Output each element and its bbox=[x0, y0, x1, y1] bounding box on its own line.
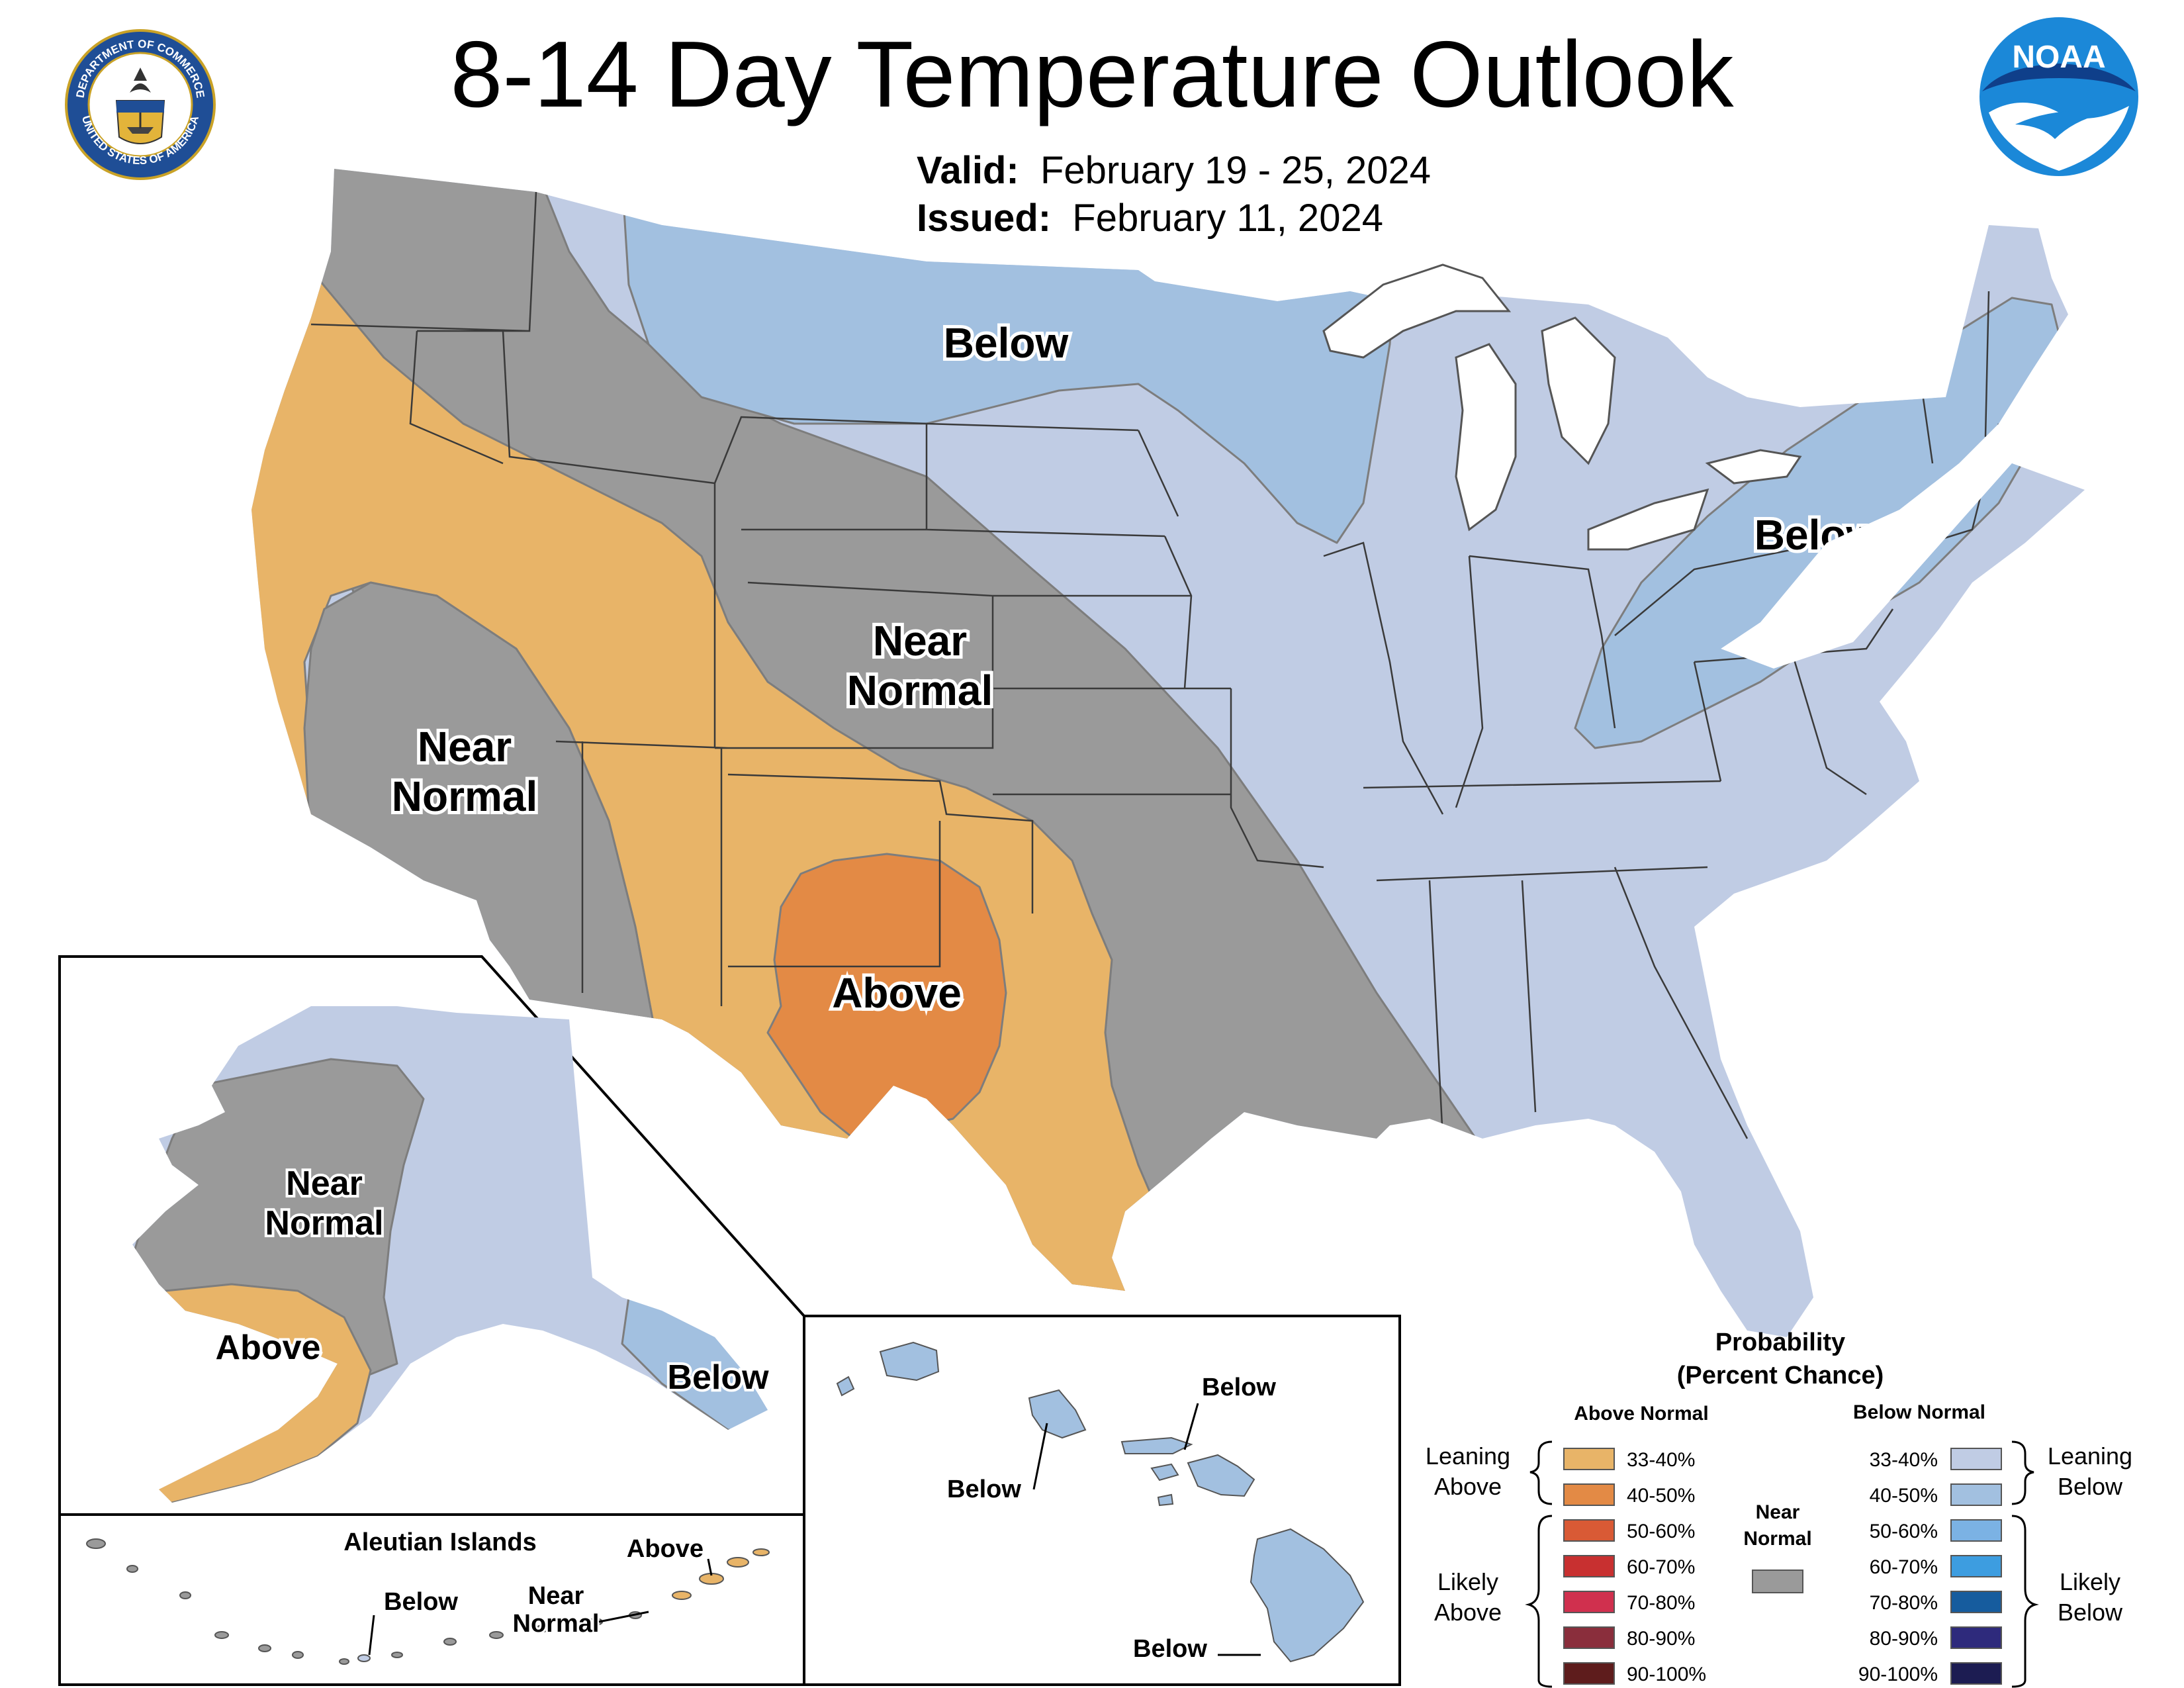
legend-range-above-0: 33-40% bbox=[1627, 1449, 1695, 1471]
legend-swatch-above-0 bbox=[1563, 1448, 1615, 1470]
hawaii-label-below-s: Below bbox=[1133, 1635, 1207, 1663]
conus-label-below-north: Below bbox=[944, 319, 1069, 367]
legend-swatch-above-1 bbox=[1563, 1483, 1615, 1506]
legend-braces bbox=[1525, 1440, 2039, 1688]
legend-range-below-1: 40-50% bbox=[1870, 1485, 1938, 1507]
legend-range-above-5: 80-90% bbox=[1627, 1628, 1695, 1650]
legend-title-line1: Probability bbox=[1715, 1329, 1845, 1356]
hawaii-label-below-w: Below bbox=[947, 1476, 1021, 1503]
hawaii-inset: Below Below Below bbox=[803, 1315, 1401, 1686]
legend-range-below-5: 80-90% bbox=[1870, 1628, 1938, 1650]
legend-swatch-above-4 bbox=[1563, 1591, 1615, 1613]
legend-swatch-near-normal bbox=[1752, 1570, 1803, 1593]
legend-likely-above-1: Likely bbox=[1437, 1568, 1498, 1595]
legend-range-below-3: 60-70% bbox=[1870, 1556, 1938, 1578]
conus-label-below-northeast: Below bbox=[1754, 511, 1880, 559]
legend-likely-above-2: Above bbox=[1434, 1599, 1502, 1626]
conus-label-above: Above bbox=[832, 969, 962, 1017]
legend-range-below-2: 50-60% bbox=[1870, 1521, 1938, 1542]
legend-leaning-above-2: Above bbox=[1434, 1473, 1502, 1500]
legend-swatch-below-4 bbox=[1950, 1591, 2002, 1613]
legend-swatch-below-5 bbox=[1950, 1626, 2002, 1649]
legend-swatch-below-3 bbox=[1950, 1555, 2002, 1577]
legend-swatch-below-1 bbox=[1950, 1483, 2002, 1506]
legend-rows: 33-40% 33-40% 40-50% 40-50% 50-60% 50-60% 60-7… bbox=[1563, 1448, 2002, 1685]
legend-leaning-below-1: Leaning bbox=[2048, 1442, 2132, 1470]
alaska-label-near-normal-2: Normal bbox=[265, 1204, 383, 1243]
alaska-above-zone bbox=[132, 1283, 372, 1503]
great-lakes bbox=[1322, 263, 1802, 551]
conus-label-near-normal-west-1: Near bbox=[418, 723, 512, 771]
legend-likely-below-2: Below bbox=[2058, 1599, 2123, 1626]
issued-value: February 11, 2024 bbox=[1072, 197, 1383, 240]
legend-range-below-4: 70-80% bbox=[1870, 1592, 1938, 1614]
legend-range-below-6: 90-100% bbox=[1858, 1664, 1938, 1685]
valid-value: February 19 - 25, 2024 bbox=[1040, 149, 1431, 192]
legend-swatch-above-2 bbox=[1563, 1519, 1615, 1542]
legend-swatch-below-6 bbox=[1950, 1662, 2002, 1685]
legend-swatch-above-3 bbox=[1563, 1555, 1615, 1577]
aleutian-label-below: Below bbox=[384, 1588, 458, 1616]
svg-text:NOAA: NOAA bbox=[2012, 40, 2105, 75]
legend-title-line2: (Percent Chance) bbox=[1677, 1362, 1884, 1389]
legend-above-header: Above Normal bbox=[1574, 1403, 1708, 1425]
valid-issued-block: Valid: February 19 - 25, 2024 Issued: Fe… bbox=[917, 147, 1431, 242]
legend-range-above-6: 90-100% bbox=[1627, 1664, 1706, 1685]
alaska-label-near-normal-1: Near bbox=[286, 1164, 363, 1203]
legend-leaning-above-1: Leaning bbox=[1426, 1442, 1510, 1470]
conus-label-near-normal-central-1: Near bbox=[873, 617, 967, 665]
issued-label: Issued: bbox=[917, 197, 1052, 240]
aleutian-title: Aleutian Islands bbox=[343, 1528, 536, 1556]
conus-label-near-normal-west-2: Normal bbox=[392, 773, 538, 820]
legend: Probability (Percent Chance) Above Norma… bbox=[1426, 1329, 2132, 1688]
aleutian-label-near-normal-2: Normal bbox=[513, 1610, 600, 1638]
legend-near-normal-line2: Normal bbox=[1743, 1528, 1811, 1550]
legend-likely-below-1: Likely bbox=[2060, 1568, 2120, 1595]
alaska-label-below: Below bbox=[667, 1358, 769, 1397]
legend-range-above-2: 50-60% bbox=[1627, 1521, 1695, 1542]
noaa-logo: NOAA bbox=[1979, 17, 2138, 176]
legend-leaning-below-2: Below bbox=[2058, 1473, 2123, 1500]
legend-swatch-above-6 bbox=[1563, 1662, 1615, 1685]
legend-swatch-below-0 bbox=[1950, 1448, 2002, 1470]
legend-below-header: Below Normal bbox=[1853, 1401, 1985, 1423]
legend-range-above-3: 60-70% bbox=[1627, 1556, 1695, 1578]
hawaii-label-below-ne: Below bbox=[1202, 1374, 1276, 1401]
aleutian-label-near-normal-1: Near bbox=[528, 1582, 584, 1610]
page-title: 8-14 Day Temperature Outlook bbox=[450, 22, 1734, 127]
legend-swatch-below-2 bbox=[1950, 1519, 2002, 1542]
legend-range-above-1: 40-50% bbox=[1627, 1485, 1695, 1507]
legend-near-normal-line1: Near bbox=[1756, 1501, 1800, 1523]
legend-range-below-0: 33-40% bbox=[1870, 1449, 1938, 1471]
alaska-label-above: Above bbox=[216, 1329, 321, 1367]
legend-range-above-4: 70-80% bbox=[1627, 1592, 1695, 1614]
legend-swatch-above-5 bbox=[1563, 1626, 1615, 1649]
valid-label: Valid: bbox=[917, 149, 1019, 192]
conus-label-near-normal-central-2: Normal bbox=[847, 667, 993, 714]
commerce-seal-logo: DEPARTMENT OF COMMERCE UNITED STATES OF … bbox=[65, 29, 216, 180]
hawaii-islands bbox=[836, 1341, 1365, 1663]
aleutian-label-above: Above bbox=[627, 1535, 704, 1563]
state-boundaries bbox=[310, 191, 2000, 1139]
